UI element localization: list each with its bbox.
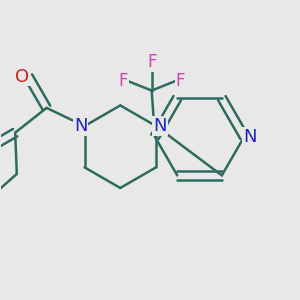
Text: N: N (74, 117, 87, 135)
Text: N: N (153, 117, 167, 135)
Text: F: F (176, 72, 185, 90)
Text: F: F (147, 53, 156, 71)
Text: F: F (118, 72, 128, 90)
Text: N: N (243, 128, 257, 146)
Text: O: O (15, 68, 29, 85)
